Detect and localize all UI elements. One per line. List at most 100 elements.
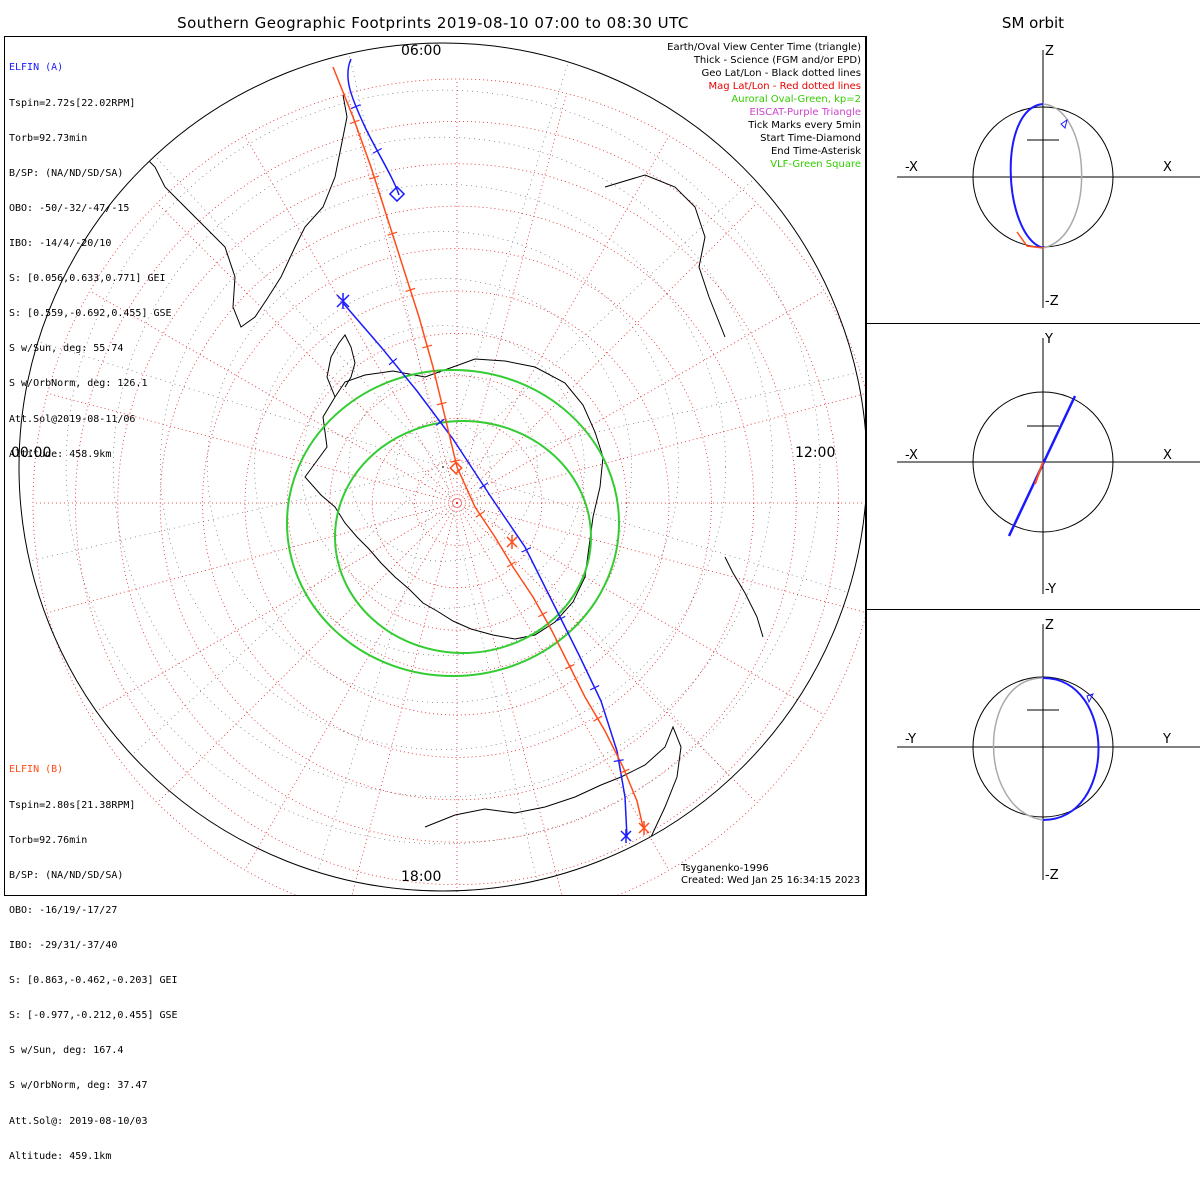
sm-panel-yz: Z -Z -Y Y <box>866 610 1200 896</box>
elfin-a-end-asterisk-2 <box>620 829 632 843</box>
track-tick-mark <box>349 119 360 125</box>
elfin-a-line: S: [0.559,-0.692,0.455] GSE <box>9 308 172 320</box>
elfin-b-start-diamond <box>449 461 463 475</box>
elfin-a-line: Altitude: 458.9km <box>9 448 112 460</box>
geo-longitude-line <box>442 466 849 593</box>
track-tick-mark <box>589 685 600 691</box>
elfin-a-line: Att.Sol@2019-08-11/06 <box>9 413 136 425</box>
plot-boundary-circle <box>18 42 865 892</box>
elfin-b-line: Altitude: 459.1km <box>9 1150 112 1162</box>
track-tick-mark <box>479 482 489 490</box>
mlt-label-top: 06:00 <box>401 43 442 59</box>
elfin-a-line: Torb=92.73min <box>9 132 88 144</box>
mag-longitude-line <box>47 502 458 614</box>
elfin-a-line: Tspin=2.72s[22.02RPM] <box>9 97 136 109</box>
footprint-plot-panel: 06:00 00:00 12:00 18:00 ELFIN (A) Tspin=… <box>4 36 866 1162</box>
mag-longitude-line <box>244 502 458 871</box>
track-tick-mark <box>475 511 485 518</box>
sm-yz-plot <box>897 624 1200 880</box>
geo-latitude-circle <box>395 419 491 515</box>
geo-latitude-circle <box>207 231 679 703</box>
mlt-label-left: 00:00 <box>11 445 52 461</box>
elfin-b-track <box>332 66 644 828</box>
continent-outlines <box>114 94 764 886</box>
elfin-b-line: B/SP: (NA/ND/SD/SA) <box>9 869 124 881</box>
mag-longitude-line <box>456 502 670 871</box>
elfin-b-header: ELFIN (B) <box>9 764 64 776</box>
elfin-a-line: S w/Sun, deg: 55.74 <box>9 343 124 355</box>
sm3-top-label: Z <box>1045 618 1054 633</box>
peninsula-outline <box>326 334 356 398</box>
elfin-b-line: S: [-0.977,-0.212,0.455] GSE <box>9 1010 178 1022</box>
elfin-a-header: ELFIN (A) <box>9 62 64 74</box>
elfin-a-end-asterisk <box>336 293 350 309</box>
elfin-a-start-diamond <box>388 185 406 203</box>
geo-longitude-line <box>154 155 444 468</box>
mag-longitude-line <box>456 502 563 895</box>
legend-item: Earth/Oval View Center Time (triangle) <box>667 42 861 53</box>
mag-longitude-line <box>156 202 458 504</box>
elfin-b-line: Torb=92.76min <box>9 834 88 846</box>
mag-longitude-line <box>456 502 825 716</box>
sm-orbit-title: SM orbit <box>1001 14 1065 32</box>
elfin-b-end-asterisk <box>638 821 650 835</box>
south-america-outline <box>114 94 348 328</box>
geo-longitude-line <box>442 61 569 468</box>
geo-longitude-line <box>348 53 444 468</box>
mag-latitude-circle <box>117 163 797 843</box>
sm-xz-plot <box>897 50 1200 308</box>
model-label: Tsyganenko-1996 <box>681 863 769 874</box>
legend-item: Start Time-Diamond <box>760 133 861 144</box>
geo-latitude-circle <box>348 372 538 562</box>
mag-longitude-line <box>456 202 758 504</box>
mlt-label-bottom: 18:00 <box>401 869 442 885</box>
track-tick-mark <box>387 231 398 236</box>
satellite-tracks <box>332 58 650 843</box>
sm-panel-xy: Y -Y -X X <box>866 324 1200 610</box>
australia-outline <box>424 725 682 886</box>
elfin-b-line: Tspin=2.80s[21.38RPM] <box>9 799 136 811</box>
track-tick-mark <box>388 357 398 366</box>
new-zealand-outline <box>724 556 764 638</box>
track-tick-mark <box>619 768 630 774</box>
sm1-top-label: Z <box>1045 44 1054 59</box>
geo-latitude-circle <box>65 89 821 845</box>
mag-longitude-line <box>456 502 865 613</box>
elfin-b-line: Att.Sol@: 2019-08-10/03 <box>9 1115 148 1127</box>
track-tick-mark <box>521 546 532 553</box>
track-tick-mark <box>565 663 575 670</box>
mag-latitude-circle <box>329 375 585 631</box>
track-tick-mark <box>405 287 416 292</box>
auroral-oval-inner <box>334 420 592 654</box>
elfin-a-info: ELFIN (A) Tspin=2.72s[22.02RPM] Torb=92.… <box>9 39 172 484</box>
sm3-right-label: Y <box>1163 732 1171 747</box>
mag-longitude-line <box>346 93 458 504</box>
track-tick-mark <box>436 401 447 406</box>
track-tick-mark <box>556 615 566 622</box>
mag-longitude-line <box>456 290 825 504</box>
geo-longitude-line <box>317 466 444 873</box>
antarctica-outline <box>304 358 604 640</box>
mag-longitude-line <box>456 93 568 504</box>
sm-xy-plot <box>897 338 1200 594</box>
track-tick-mark <box>372 147 383 154</box>
elfin-a-line: IBO: -14/4/-20/10 <box>9 237 112 249</box>
sm2-right-label: X <box>1163 448 1172 463</box>
elfin-b-line: S w/OrbNorm, deg: 37.47 <box>9 1080 148 1092</box>
geo-longitude-line <box>131 466 444 756</box>
elfin-b-line: S: [0.863,-0.462,-0.203] GEI <box>9 975 178 987</box>
mlt-label-right: 12:00 <box>795 445 836 461</box>
africa-outline <box>604 174 726 338</box>
elfin-a-line: B/SP: (NA/ND/SD/SA) <box>9 167 124 179</box>
mag-longitude-line <box>156 502 458 804</box>
geo-longitude-line <box>442 178 755 468</box>
elfin-b-line: S w/Sun, deg: 167.4 <box>9 1045 124 1057</box>
elfin-b-line: IBO: -29/31/-37/40 <box>9 939 118 951</box>
legend-item: Auroral Oval-Green, kp=2 <box>731 94 861 105</box>
track-tick-mark <box>351 104 361 110</box>
track-tick-mark <box>538 611 548 618</box>
sm3-bottom-label: -Z <box>1045 868 1059 883</box>
elfin-a-track <box>347 58 400 196</box>
elfin-b-mid-asterisk <box>506 535 518 549</box>
track-tick-mark <box>422 344 433 349</box>
